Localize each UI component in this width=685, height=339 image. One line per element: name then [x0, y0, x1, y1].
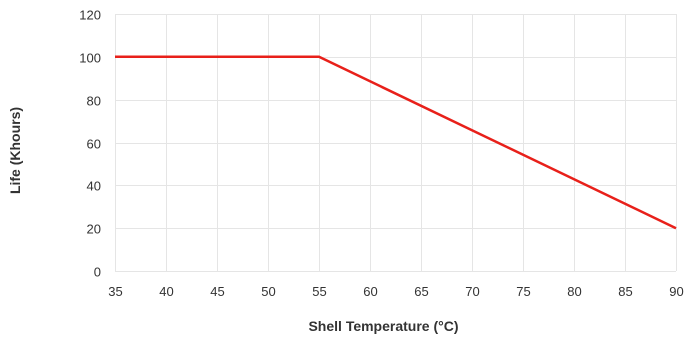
y-tick-label: 60	[87, 137, 101, 152]
y-tick-label: 40	[87, 179, 101, 194]
x-axis-title: Shell Temperature (°C)	[308, 318, 458, 334]
x-gridlines	[115, 14, 677, 271]
x-tick-label: 90	[669, 284, 683, 299]
y-axis-title: Life (Khours)	[7, 107, 23, 194]
y-tick-label: 80	[87, 94, 101, 109]
x-tick-label: 40	[159, 284, 173, 299]
x-tick-label: 55	[312, 284, 326, 299]
y-tick-label: 100	[79, 51, 101, 66]
x-tick-label: 80	[567, 284, 581, 299]
x-tick-label: 60	[363, 284, 377, 299]
y-tick-labels: 0 20 40 60 80 100 120	[79, 8, 101, 280]
x-tick-label: 75	[516, 284, 530, 299]
x-tick-label: 35	[108, 284, 122, 299]
x-tick-label: 50	[261, 284, 275, 299]
y-tick-label: 120	[79, 8, 101, 23]
y-tick-label: 0	[94, 265, 101, 280]
x-tick-label: 85	[618, 284, 632, 299]
x-tick-label: 45	[210, 284, 224, 299]
y-gridlines	[115, 14, 676, 272]
y-tick-label: 20	[87, 222, 101, 237]
series-group	[115, 55, 677, 230]
series-line	[115, 55, 677, 230]
x-tick-labels: 35 40 45 50 55 60 65 70 75 80 85 90	[108, 284, 683, 299]
x-tick-label: 65	[414, 284, 428, 299]
x-tick-label: 70	[465, 284, 479, 299]
